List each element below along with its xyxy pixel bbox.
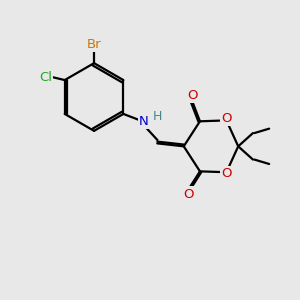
Text: O: O xyxy=(183,188,194,200)
Text: Cl: Cl xyxy=(39,70,52,84)
Text: O: O xyxy=(221,167,232,180)
Text: O: O xyxy=(221,112,232,125)
Text: O: O xyxy=(187,89,198,102)
Text: H: H xyxy=(153,110,162,123)
Text: N: N xyxy=(139,115,149,128)
Text: Br: Br xyxy=(87,38,101,50)
